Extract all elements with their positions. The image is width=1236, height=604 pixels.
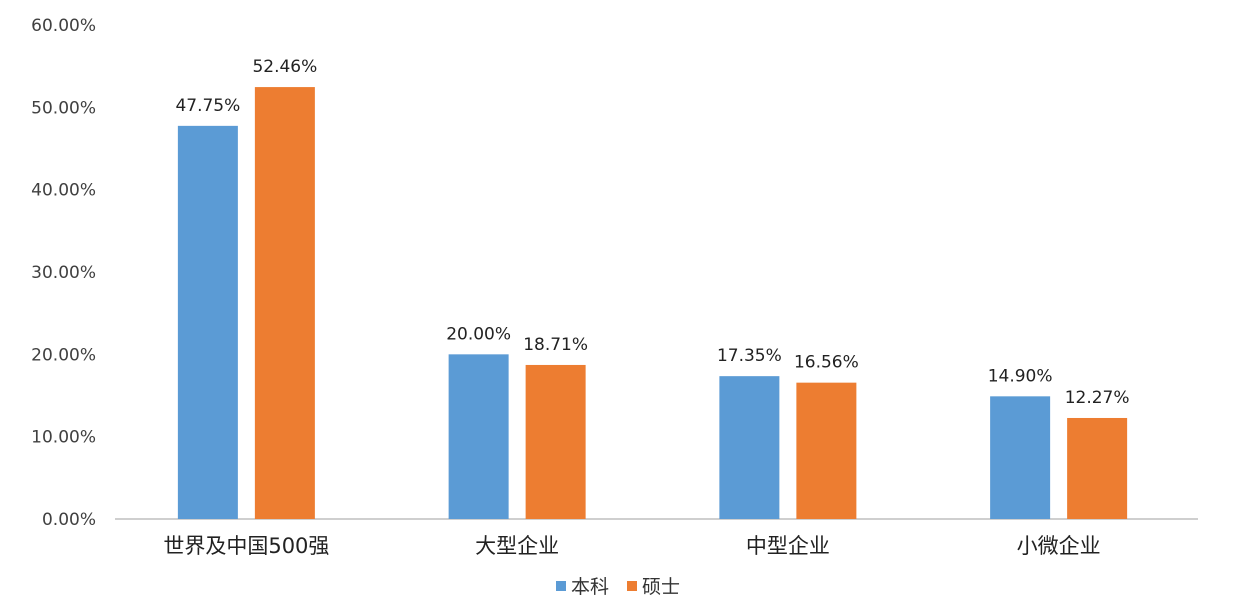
legend: 本科 硕士 — [0, 572, 1236, 599]
data-label-series-1: 17.35% — [717, 346, 782, 366]
category-label: 小微企业 — [1017, 534, 1101, 558]
data-label-series-2: 52.46% — [252, 57, 317, 77]
legend-label-series-1: 本科 — [570, 576, 609, 598]
y-tick-label: 10.00% — [31, 428, 96, 448]
bar-series-1 — [990, 396, 1051, 519]
legend-label-series-2: 硕士 — [642, 576, 681, 598]
data-label-series-1: 47.75% — [175, 96, 240, 116]
data-label-series-1: 14.90% — [988, 366, 1053, 386]
y-tick-label: 20.00% — [31, 345, 96, 365]
bar-series-2 — [525, 364, 586, 519]
data-label-series-2: 16.56% — [794, 353, 859, 373]
bar-chart: 0.00% 10.00% 20.00% 30.00% 40.00% 50.00% 60.00… — [31, 16, 1198, 558]
data-label-series-1: 20.00% — [446, 324, 511, 344]
category-label: 中型企业 — [746, 534, 830, 558]
legend-item-series-1: 本科 — [555, 572, 609, 599]
y-tick-label: 60.00% — [31, 16, 96, 36]
bar-series-1 — [719, 376, 780, 519]
bars — [177, 87, 1128, 519]
y-tick-label: 40.00% — [31, 181, 96, 201]
category-labels: 世界及中国500强 大型企业 中型企业 小微企业 — [163, 534, 1100, 558]
bar-series-1 — [448, 354, 509, 519]
data-label-series-2: 12.27% — [1065, 388, 1130, 408]
data-labels: 47.75% 52.46% 20.00% 18.71% 17.35% 16.56% 14.9… — [175, 57, 1129, 408]
bar-series-2 — [254, 87, 315, 519]
y-tick-label: 50.00% — [31, 98, 96, 118]
category-label: 世界及中国500强 — [163, 534, 329, 558]
data-label-series-2: 18.71% — [523, 335, 588, 355]
y-tick-label: 30.00% — [31, 263, 96, 283]
bar-series-2 — [796, 382, 857, 519]
y-tick-label: 0.00% — [42, 510, 96, 530]
y-axis: 0.00% 10.00% 20.00% 30.00% 40.00% 50.00% 60.00… — [31, 16, 96, 530]
category-label: 大型企业 — [475, 534, 559, 558]
legend-item-series-2: 硕士 — [627, 572, 680, 599]
bar-series-1 — [177, 125, 238, 519]
bar-series-2 — [1067, 417, 1128, 519]
legend-swatch-series-1 — [555, 580, 566, 591]
legend-swatch-series-2 — [627, 580, 637, 591]
